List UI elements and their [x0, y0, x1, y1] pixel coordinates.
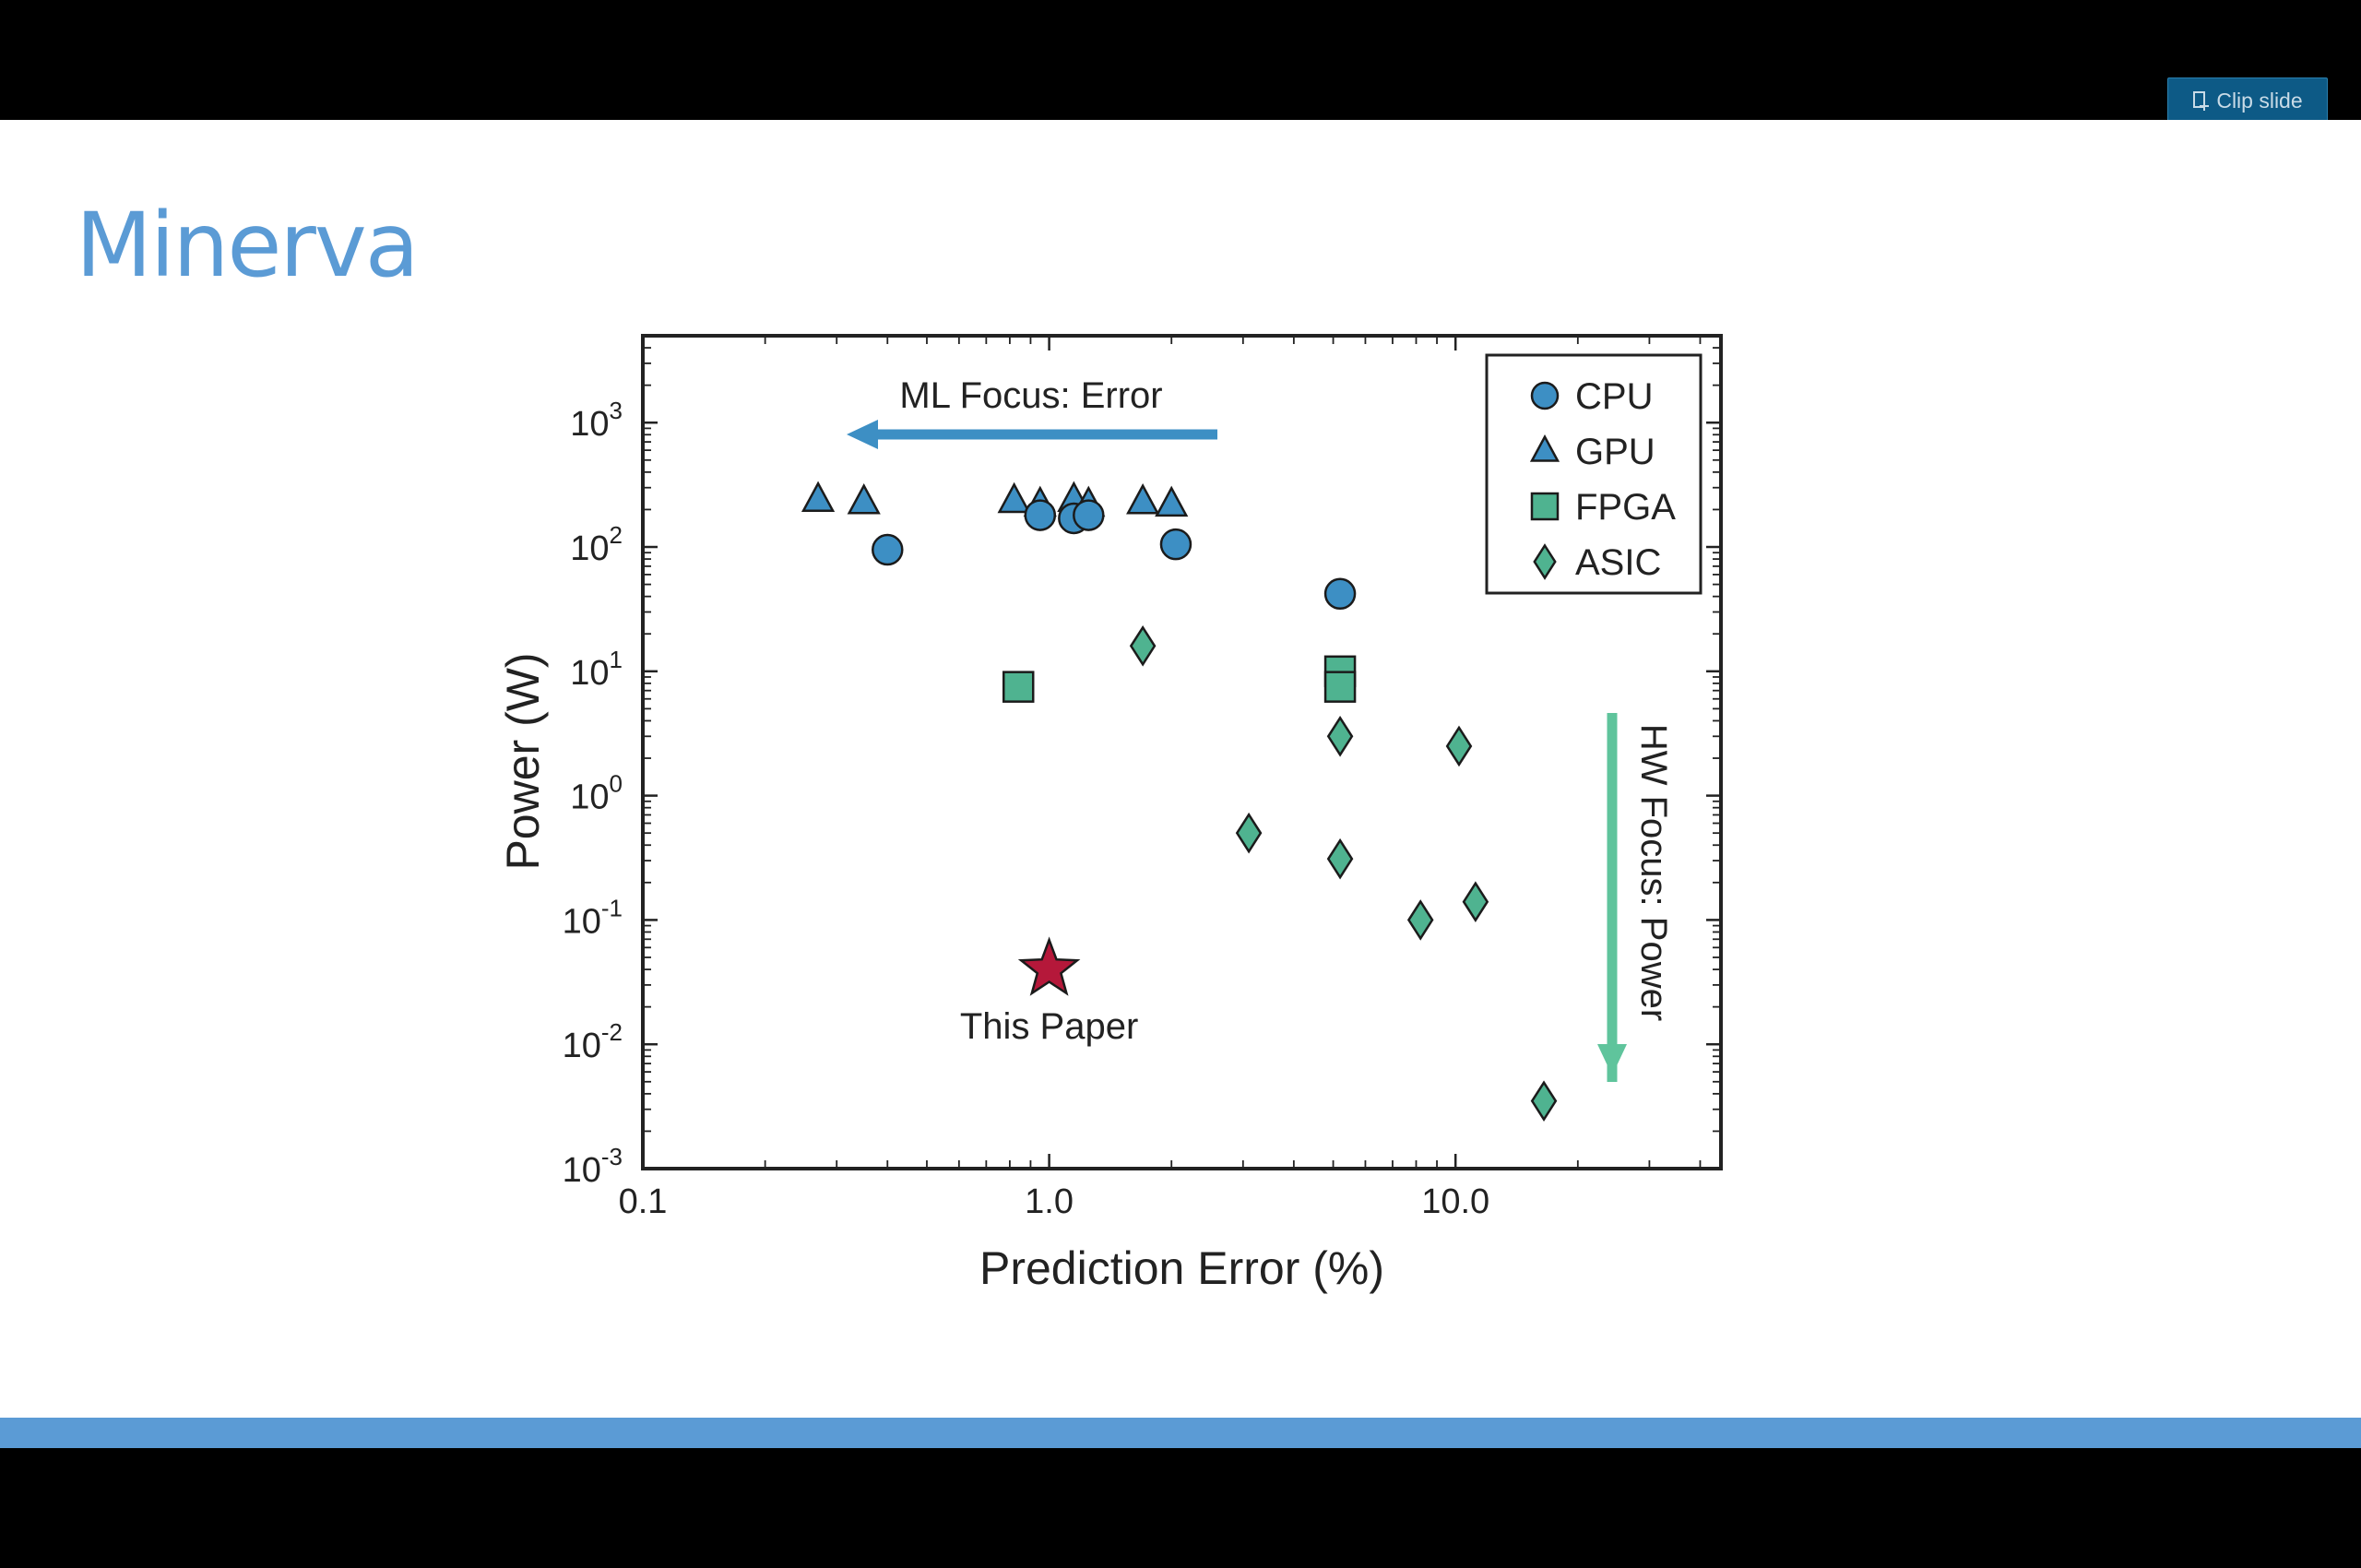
gpu-point	[847, 483, 881, 515]
this-paper-star	[1017, 936, 1081, 996]
y-tick-label: 100	[570, 770, 623, 817]
fpga-point	[1323, 671, 1357, 703]
footer-band	[0, 1418, 2361, 1448]
top-bar: Clip slide	[0, 0, 2361, 122]
legend-label-gpu: GPU	[1575, 432, 1655, 472]
cpu-point	[1024, 499, 1057, 531]
this-paper-label: This Paper	[960, 1006, 1138, 1047]
clip-slide-label: Clip slide	[2216, 89, 2303, 113]
asic-point	[1235, 812, 1263, 854]
legend-marker-fpga	[1530, 492, 1560, 521]
gpu-point	[997, 481, 1031, 514]
y-tick-label: 101	[570, 646, 623, 693]
gpu-point	[1155, 485, 1189, 517]
y-tick-label: 103	[570, 397, 623, 444]
plot-frame	[641, 334, 1723, 1170]
hw-focus-arrow-head	[1597, 1044, 1627, 1075]
legend-label-cpu: CPU	[1575, 376, 1653, 417]
bottom-bar	[0, 1448, 2361, 1568]
x-tick-label: 0.1	[619, 1182, 668, 1221]
gpu-point	[1126, 483, 1160, 515]
cpu-point	[872, 533, 904, 566]
ml-focus-arrow-head	[847, 420, 878, 449]
legend-label-fpga: FPGA	[1575, 487, 1676, 528]
y-tick-label: 102	[570, 521, 623, 568]
scatter-chart: 0.1 1.0 10.0 10-3 10-2 10-1 100 101 102 103 Predic…	[497, 334, 1723, 1294]
clip-icon	[2193, 90, 2210, 111]
clip-slide-button[interactable]: Clip slide	[2167, 77, 2328, 122]
asic-point	[1462, 881, 1489, 923]
legend-label-asic: ASIC	[1575, 542, 1661, 583]
legend-marker-cpu	[1530, 381, 1560, 410]
ml-focus-label: ML Focus: Error	[899, 375, 1162, 416]
cpu-point	[1323, 577, 1357, 611]
asic-point	[1406, 899, 1434, 941]
axis-ticks	[641, 335, 1721, 1170]
cpu-point	[1073, 499, 1105, 531]
hw-focus-label: HW Focus: Power	[1633, 724, 1674, 1021]
x-tick-label: 10.0	[1421, 1182, 1489, 1221]
asic-point	[1445, 725, 1473, 767]
y-axis-label: Power (W)	[497, 652, 549, 870]
legend-marker-gpu	[1529, 434, 1560, 462]
asic-point	[1530, 1080, 1558, 1122]
legend-box	[1485, 353, 1703, 595]
legend-marker-asic	[1533, 543, 1557, 580]
gpu-point	[801, 481, 836, 513]
slide: Minerva 0.1 1.0 10.0 10-3 10-2 10-1 100 101 102 1…	[0, 120, 2361, 1419]
x-axis-label: Prediction Error (%)	[979, 1242, 1384, 1294]
slide-title: Minerva	[76, 194, 420, 297]
asic-point	[1326, 715, 1354, 757]
asic-point	[1129, 624, 1157, 667]
y-tick-label: 10-1	[563, 894, 623, 941]
x-tick-label: 1.0	[1025, 1182, 1074, 1221]
y-tick-label: 10-3	[563, 1143, 623, 1190]
fpga-point	[1002, 671, 1035, 703]
y-tick-label: 10-2	[563, 1018, 623, 1065]
asic-point	[1326, 837, 1354, 880]
cpu-point	[1159, 528, 1192, 561]
